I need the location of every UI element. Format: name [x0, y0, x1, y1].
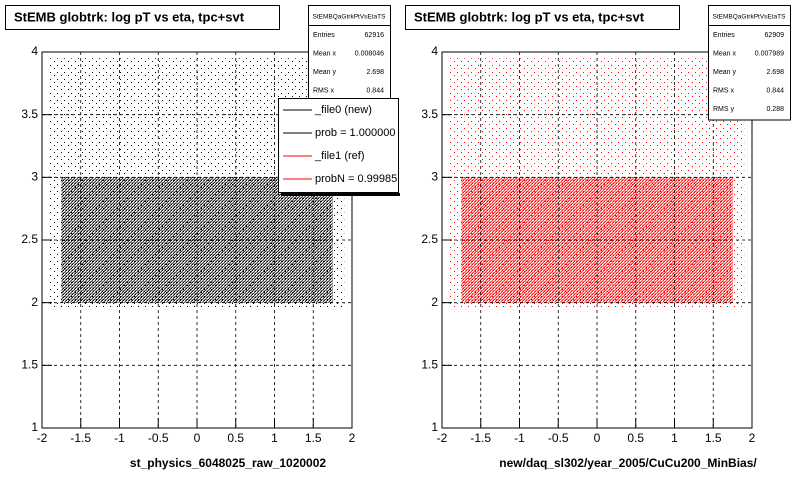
x-tick-label: -1 [114, 431, 125, 445]
legend-label: _file1 (ref) [314, 150, 365, 162]
stats-label: Entries [713, 32, 735, 39]
stats-label: Mean y [313, 69, 336, 76]
y-tick-label: 2 [31, 295, 38, 309]
x-tick-label: 1 [271, 431, 278, 445]
chart-title: StEMB globtrk: log pT vs eta, tpc+svt [14, 9, 245, 24]
stats-label: RMS x [313, 87, 335, 94]
title-box [5, 5, 280, 30]
x-tick-label: 0 [594, 431, 601, 445]
stats-title: StEMBQaGtrkPtVsEtaTS [713, 14, 787, 21]
y-tick-label: 4 [31, 44, 38, 58]
chart-title: StEMB globtrk: log pT vs eta, tpc+svt [414, 9, 645, 24]
stats-value: 0.844 [766, 87, 784, 94]
x-tick-label: 0.5 [627, 431, 644, 445]
stats-value: 2.698 [366, 69, 384, 76]
stats-label: RMS y [713, 106, 735, 113]
x-axis-label: st_physics_6048025_raw_1020002 [130, 456, 326, 470]
x-tick-label: -2 [437, 431, 448, 445]
x-tick-label: -1 [514, 431, 525, 445]
stats-label: Mean x [713, 50, 736, 57]
x-tick-label: -1.5 [70, 431, 91, 445]
stats-label: Mean x [313, 50, 336, 57]
stats-box [708, 5, 791, 121]
legend-label: prob = 1.000000 [315, 127, 395, 139]
y-tick-label: 4 [431, 44, 438, 58]
x-tick-label: 0 [194, 431, 201, 445]
plot-border [441, 51, 753, 429]
y-tick-label: 1.5 [421, 358, 438, 372]
x-tick-label: 1 [671, 431, 678, 445]
stats-value: 0.007989 [755, 50, 784, 57]
stats-label: Mean y [713, 69, 736, 76]
y-tick-label: 1 [31, 420, 38, 434]
x-tick-label: -2 [37, 431, 48, 445]
y-tick-label: 1 [431, 420, 438, 434]
x-tick-label: 2 [349, 431, 356, 445]
y-tick-label: 2.5 [421, 232, 438, 246]
stats-value: 62909 [765, 32, 785, 39]
stats-value: 62916 [365, 32, 385, 39]
stats-title: StEMBQaGtrkPtVsEtaTS [313, 14, 387, 21]
plot-border [41, 51, 353, 429]
stats-value: 0.008046 [355, 50, 384, 57]
y-tick-label: 2 [431, 295, 438, 309]
legend-box [278, 98, 399, 193]
x-tick-label: 2 [749, 431, 756, 445]
stats-value: 2.698 [766, 69, 784, 76]
x-tick-label: -0.5 [148, 431, 169, 445]
x-tick-label: 1.5 [705, 431, 722, 445]
y-tick-label: 3 [431, 170, 438, 184]
stats-value: 0.288 [766, 106, 784, 113]
legend-label: _file0 (new) [314, 104, 372, 116]
x-tick-label: -1.5 [470, 431, 491, 445]
x-axis-label: new/daq_sl302/year_2005/CuCu200_MinBias/ [499, 456, 757, 470]
title-box [405, 5, 680, 30]
pad: -2 -1.5 -1 -0.5 0 0.5 1 1.5 2 1 1.5 2 2.5 3 3.5 4 StEMB … [405, 5, 791, 470]
x-tick-label: 0.5 [227, 431, 244, 445]
stats-label: Entries [313, 32, 335, 39]
stats-box [308, 5, 391, 102]
y-tick-label: 3 [31, 170, 38, 184]
legend-label: probN = 0.99985 [315, 173, 397, 185]
y-tick-label: 3.5 [421, 107, 438, 121]
y-tick-label: 3.5 [21, 107, 38, 121]
pad: -2 -1.5 -1 -0.5 0 0.5 1 1.5 2 1 1.5 2 2.5 3 3.5 4 StEMB … [5, 5, 400, 470]
x-tick-label: -0.5 [548, 431, 569, 445]
stats-label: RMS x [713, 87, 735, 94]
legend-shadow [281, 193, 400, 196]
stats-value: 0.844 [366, 87, 384, 94]
x-tick-label: 1.5 [305, 431, 322, 445]
y-tick-label: 2.5 [21, 232, 38, 246]
y-tick-label: 1.5 [21, 358, 38, 372]
